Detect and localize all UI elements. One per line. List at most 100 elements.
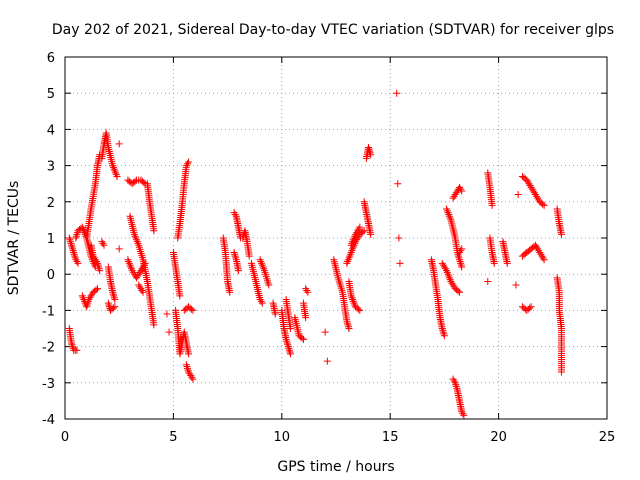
data-point — [95, 265, 103, 273]
y-tick-label: 4 — [47, 123, 55, 138]
data-point — [458, 263, 466, 271]
data-point — [112, 171, 120, 179]
data-point — [165, 328, 173, 336]
data-point — [344, 256, 352, 264]
data-point — [98, 238, 106, 246]
data-point — [539, 200, 547, 208]
data-point — [90, 254, 98, 262]
data-point — [134, 272, 142, 280]
data-point — [109, 290, 117, 298]
chart-title: Day 202 of 2021, Sidereal Day-to-day VTE… — [52, 22, 614, 38]
data-point — [356, 306, 364, 314]
data-point — [136, 268, 144, 276]
data-point — [65, 234, 73, 242]
data-point — [258, 299, 266, 307]
data-point — [137, 285, 145, 293]
data-point — [73, 346, 81, 354]
x-tick-label: 15 — [382, 430, 399, 445]
data-point — [343, 317, 351, 325]
data-point — [454, 287, 462, 295]
data-point — [527, 183, 535, 191]
data-point — [446, 276, 454, 284]
data-point — [359, 228, 367, 236]
data-point — [528, 185, 536, 193]
data-point — [536, 248, 544, 256]
data-point — [353, 229, 361, 237]
data-point — [125, 258, 133, 266]
data-point — [449, 375, 457, 383]
data-point — [531, 241, 539, 249]
data-point — [350, 234, 358, 242]
data-point — [354, 305, 362, 313]
data-point — [503, 259, 511, 267]
data-point — [132, 234, 140, 242]
data-point — [321, 328, 329, 336]
data-point — [343, 319, 351, 327]
data-point — [95, 263, 103, 271]
y-tick-label: -1 — [42, 304, 55, 319]
data-point — [488, 201, 496, 209]
y-axis-label: SDTVAR / TECUs — [6, 181, 22, 296]
data-point — [323, 357, 331, 365]
data-point — [343, 259, 351, 267]
data-point — [303, 286, 311, 294]
data-point — [525, 180, 533, 188]
data-point — [347, 292, 355, 300]
data-point — [445, 274, 453, 282]
data-point — [557, 368, 565, 376]
data-point — [346, 250, 354, 258]
data-point — [84, 299, 92, 307]
data-points — [65, 89, 565, 419]
data-point — [182, 162, 190, 170]
data-point — [530, 189, 538, 197]
data-point — [366, 149, 374, 157]
x-tick-label: 25 — [599, 430, 616, 445]
data-point — [111, 167, 119, 175]
data-point — [443, 207, 451, 215]
data-point — [344, 258, 352, 266]
data-point — [71, 252, 79, 260]
data-point — [230, 209, 238, 217]
data-point — [257, 258, 265, 266]
data-point — [365, 145, 373, 153]
data-point — [347, 241, 355, 249]
data-point — [457, 261, 465, 269]
data-point — [365, 144, 373, 151]
data-point — [127, 263, 135, 271]
data-point — [446, 214, 454, 222]
data-point — [131, 177, 139, 185]
data-point — [452, 382, 460, 390]
data-point — [283, 337, 291, 345]
data-point — [349, 238, 357, 246]
data-point — [80, 227, 88, 235]
data-point — [438, 325, 446, 332]
data-point — [139, 288, 147, 296]
data-point — [185, 350, 193, 358]
data-point — [284, 343, 292, 351]
data-point — [68, 341, 76, 349]
data-point — [129, 268, 137, 276]
data-point — [94, 259, 102, 267]
data-point — [441, 265, 449, 273]
data-point — [258, 261, 266, 269]
data-point — [347, 248, 355, 256]
data-point — [348, 294, 356, 302]
data-point — [394, 180, 402, 188]
data-point — [490, 259, 498, 267]
data-point — [109, 288, 117, 296]
data-point — [140, 261, 148, 269]
data-point — [176, 292, 184, 300]
data-point — [457, 185, 465, 193]
data-point — [140, 178, 148, 186]
data-point — [456, 183, 464, 191]
data-point — [454, 252, 462, 260]
data-point — [459, 410, 467, 418]
data-point — [439, 261, 447, 269]
data-point — [445, 212, 453, 220]
data-point — [78, 223, 86, 231]
y-tick-label: 0 — [47, 268, 55, 283]
data-point — [260, 265, 268, 273]
data-point — [367, 230, 375, 238]
data-point — [133, 238, 141, 246]
data-point — [448, 279, 456, 287]
